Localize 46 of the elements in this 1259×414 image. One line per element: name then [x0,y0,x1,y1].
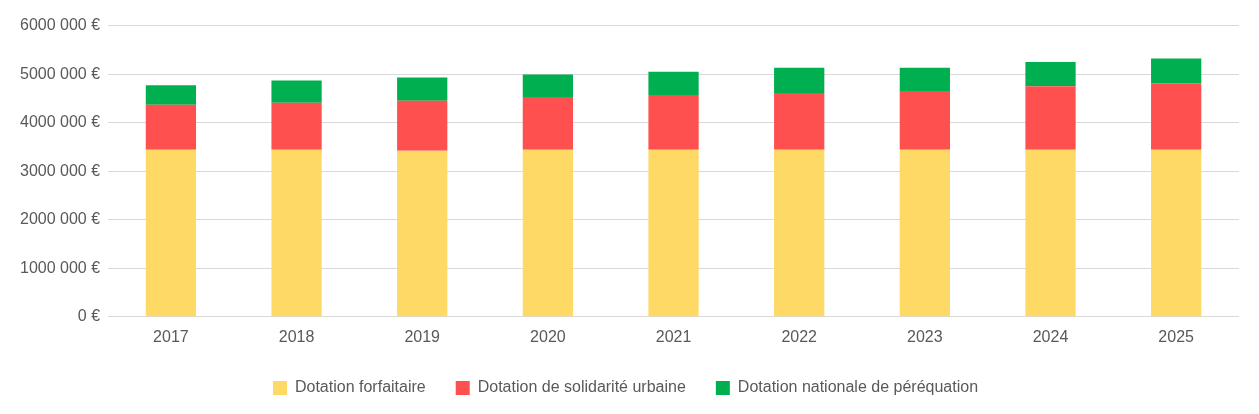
y-tick-label: 1000 000 € [20,258,101,276]
bar [397,77,448,101]
bar [774,93,825,150]
bar [899,149,950,317]
bar [774,67,825,94]
bar [1151,83,1202,150]
y-tick-label: 3000 000 € [20,161,101,179]
bar [648,149,699,317]
x-tick-label: 2021 [655,327,692,345]
bar [522,149,574,317]
legend-label: Dotation forfaitaire [294,378,426,396]
bar [522,96,574,150]
bar [1025,86,1076,150]
x-tick-label: 2018 [278,327,315,345]
x-tick-label: 2020 [530,327,566,345]
bar [522,74,574,97]
bar [397,150,448,317]
y-tick-label: 6000 000 € [20,16,101,34]
bar [271,80,322,103]
y-tick-label: 5000 000 € [20,64,101,82]
bar [774,149,825,317]
bar [1025,62,1076,87]
bar [145,149,197,317]
x-tick-label: 2022 [781,327,818,345]
x-tick-label: 2019 [404,327,441,345]
x-tick-label: 2024 [1032,327,1069,345]
bar [271,102,322,150]
x-tick-label: 2025 [1158,327,1195,345]
bar [899,67,950,92]
bar [397,100,448,151]
legend-label: Dotation de solidarité urbaine [477,378,686,396]
bar [271,149,322,317]
y-tick-label: 4000 000 € [20,113,101,131]
y-tick-label: 0 € [77,307,101,325]
bar [648,71,699,95]
bar [1025,149,1076,317]
bar [145,85,197,105]
bar [899,91,950,150]
bar [1151,149,1202,317]
x-tick-label: 2017 [153,327,189,345]
x-tick-label: 2023 [907,327,943,345]
y-tick-label: 2000 000 € [20,210,101,228]
bar [145,104,197,150]
legend-label: Dotation nationale de péréquation [737,378,979,396]
bar [1151,58,1202,84]
bar [648,95,699,150]
